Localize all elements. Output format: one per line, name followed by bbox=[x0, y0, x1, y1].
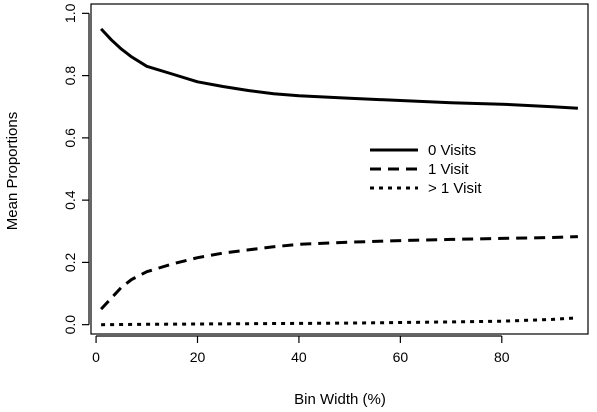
x-axis-title: Bin Width (%) bbox=[294, 391, 386, 408]
series-line-3 bbox=[101, 318, 578, 325]
x-tick-label: 80 bbox=[494, 349, 510, 365]
x-tick-label: 20 bbox=[190, 349, 206, 365]
y-tick-label: 0.6 bbox=[62, 128, 78, 148]
x-tick-label: 60 bbox=[393, 349, 409, 365]
series-line-1 bbox=[101, 29, 578, 108]
y-tick-label: 1.0 bbox=[62, 3, 78, 23]
y-tick-label: 0.2 bbox=[62, 252, 78, 272]
x-tick-label: 0 bbox=[92, 349, 100, 365]
x-tick-label: 40 bbox=[291, 349, 307, 365]
legend-label-3: > 1 Visit bbox=[428, 180, 482, 197]
y-tick-label: 0.8 bbox=[62, 66, 78, 86]
y-axis-title: Mean Proportions bbox=[4, 112, 21, 230]
plot-frame bbox=[91, 4, 588, 334]
y-tick-label: 0.0 bbox=[62, 315, 78, 335]
legend-label-2: 1 Visit bbox=[428, 161, 469, 178]
legend-label-1: 0 Visits bbox=[428, 142, 476, 159]
series-line-2 bbox=[101, 237, 578, 310]
y-tick-label: 0.4 bbox=[62, 190, 78, 210]
